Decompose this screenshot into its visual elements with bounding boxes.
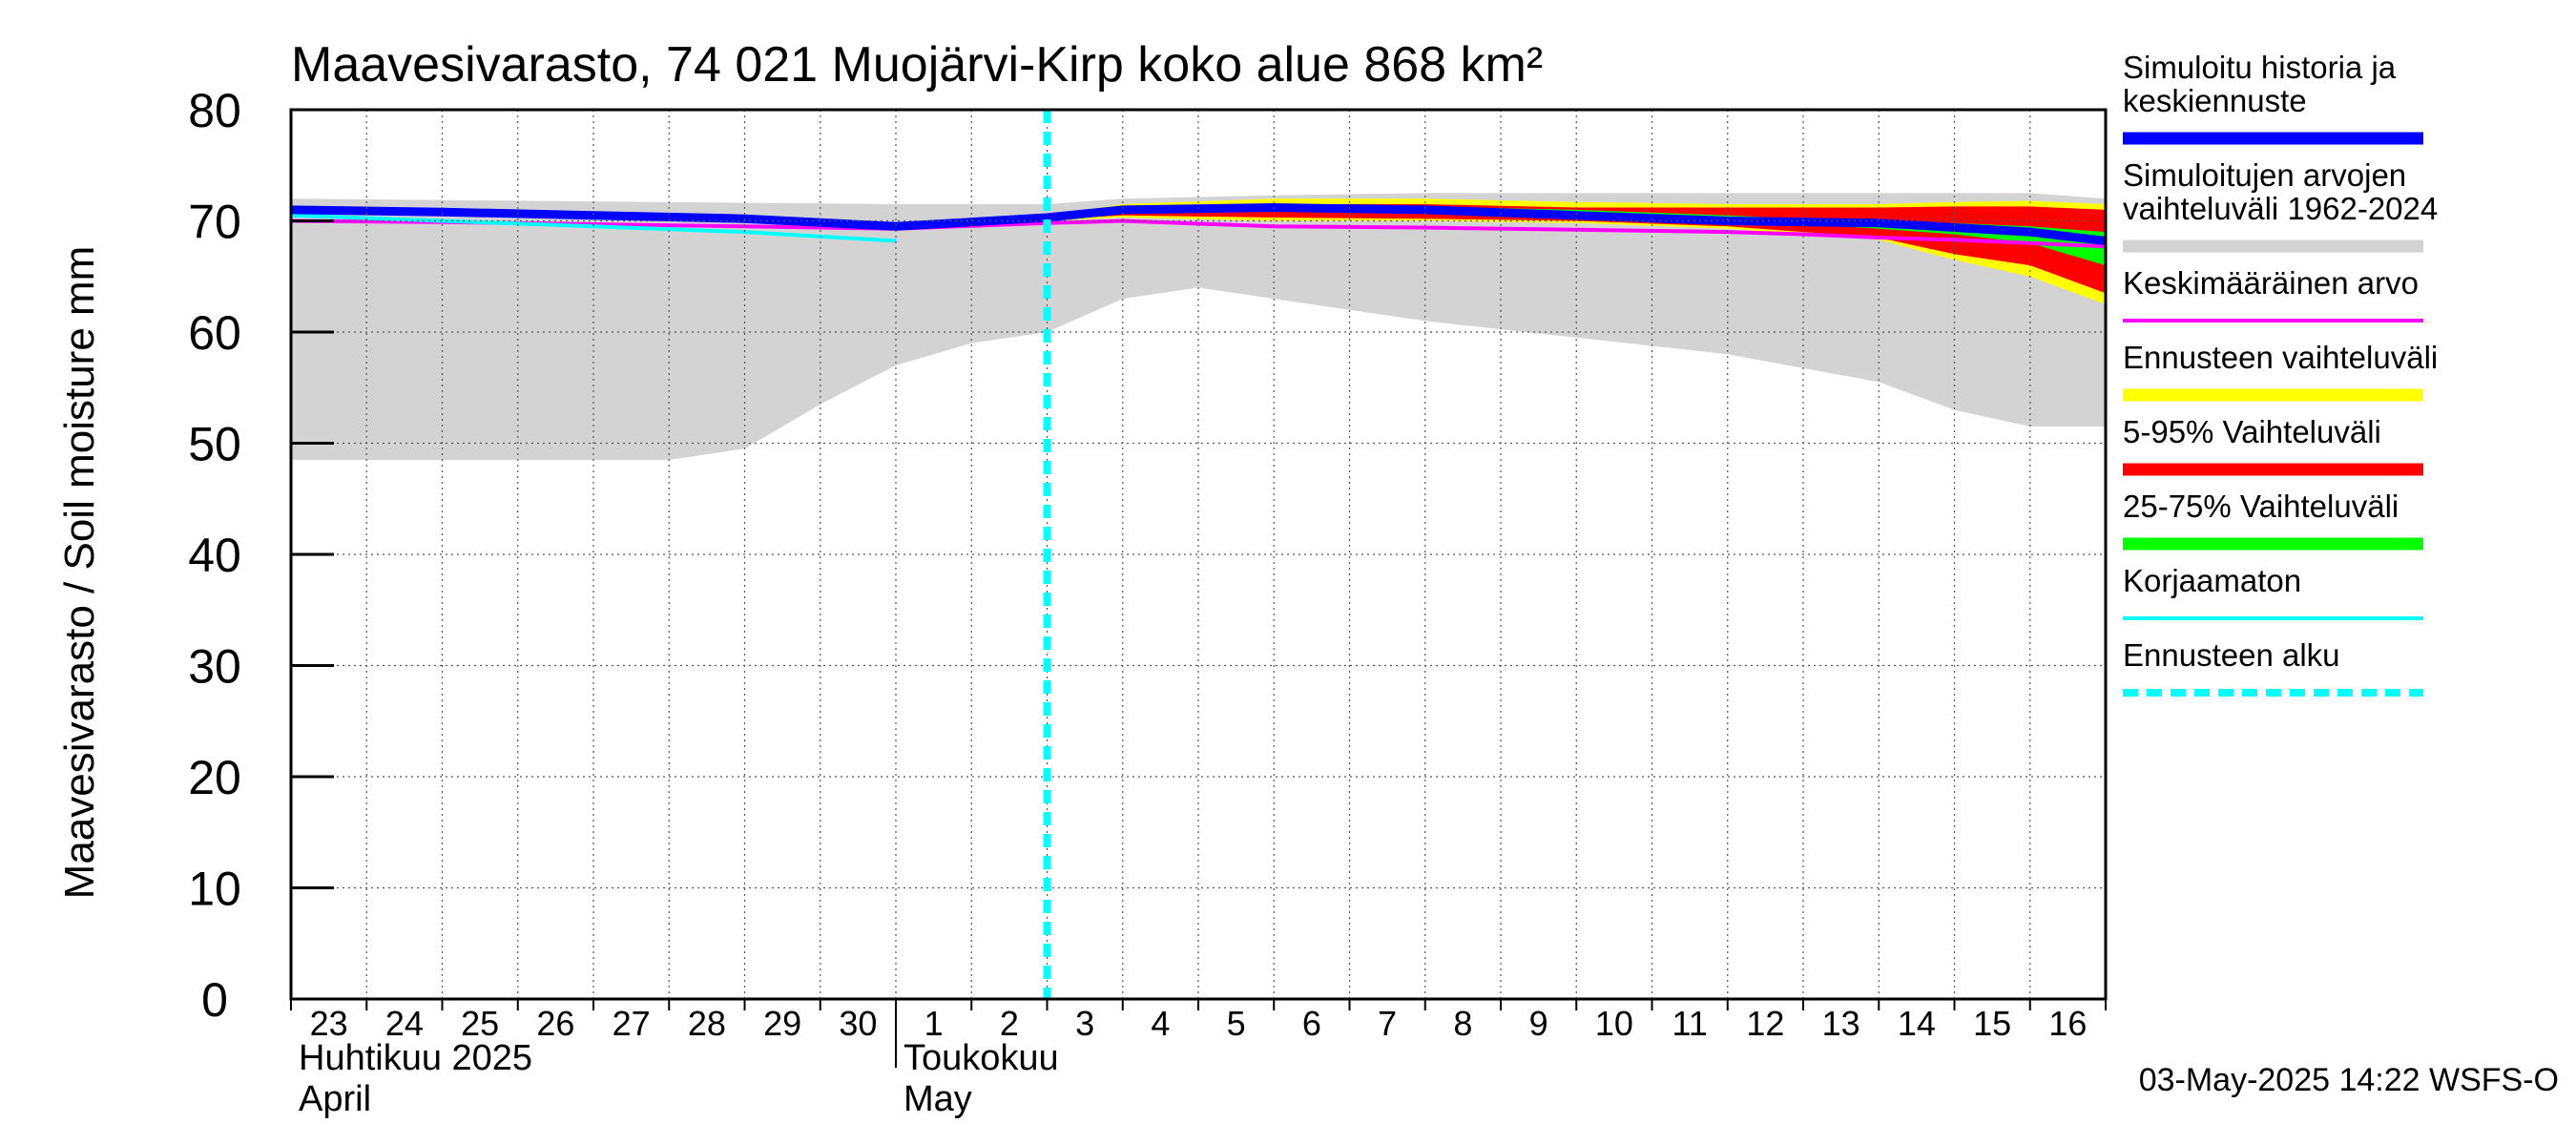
grid-layer — [291, 110, 2106, 999]
x-day-label: 11 — [1672, 1004, 1707, 1043]
legend-label-uncorrected: Korjaamaton — [2123, 563, 2301, 598]
y-tick-label: 70 — [188, 196, 241, 249]
legend-label-range: vaihteluväli 1962-2024 — [2123, 191, 2438, 226]
chart-title: Maavesivarasto, 74 021 Muojärvi-Kirp kok… — [291, 37, 1543, 93]
y-tick-label: 60 — [188, 306, 241, 360]
legend-label-p25_75: 25-75% Vaihteluväli — [2123, 489, 2399, 524]
x-day-label: 1 — [924, 1004, 944, 1043]
y-axis-label: Maavesivarasto / Soil moisture mm — [56, 246, 103, 900]
y-tick-label: 50 — [188, 418, 241, 471]
x-day-label: 15 — [1973, 1004, 2011, 1043]
x-day-label: 16 — [2048, 1004, 2087, 1043]
uncorrected-line — [290, 213, 897, 243]
x-day-label: 28 — [688, 1004, 726, 1043]
x-day-label: 26 — [536, 1004, 574, 1043]
y-tick-label: 80 — [188, 84, 241, 137]
x-day-label: 25 — [461, 1004, 499, 1043]
x-day-label: 9 — [1529, 1004, 1548, 1043]
x-day-label: 2 — [1000, 1004, 1019, 1043]
month-label-en: April — [299, 1079, 371, 1119]
x-day-label: 13 — [1822, 1004, 1860, 1043]
x-day-label: 5 — [1227, 1004, 1246, 1043]
y-tick-label: 20 — [188, 751, 241, 804]
legend-label-history: Simuloitu historia ja — [2123, 50, 2397, 85]
x-day-label: 14 — [1898, 1004, 1936, 1043]
y-tick-label: 10 — [188, 863, 241, 916]
x-day-label: 10 — [1595, 1004, 1633, 1043]
legend-label-mean: Keskimääräinen arvo — [2123, 265, 2419, 301]
legend-label-fc_range: Ennusteen vaihteluväli — [2123, 340, 2438, 375]
x-day-label: 29 — [763, 1004, 801, 1043]
timestamp: 03-May-2025 14:22 WSFS-O — [2139, 1062, 2559, 1098]
legend-label-p5_95: 5-95% Vaihteluväli — [2123, 414, 2381, 449]
month-label-fi: Toukokuu — [904, 1038, 1059, 1078]
x-day-label: 6 — [1302, 1004, 1321, 1043]
month-label-en: May — [904, 1079, 972, 1119]
x-day-label: 30 — [839, 1004, 877, 1043]
legend-label-history: keskiennuste — [2123, 83, 2307, 118]
month-label-fi: Huhtikuu 2025 — [299, 1038, 532, 1078]
x-day-label: 12 — [1746, 1004, 1784, 1043]
x-day-label: 7 — [1378, 1004, 1397, 1043]
x-day-label: 27 — [613, 1004, 651, 1043]
x-day-label: 3 — [1075, 1004, 1094, 1043]
y-tick-label: 30 — [188, 640, 241, 694]
legend-label-fc_start: Ennusteen alku — [2123, 637, 2340, 673]
y-tick-label: 40 — [188, 529, 241, 582]
x-day-label: 24 — [385, 1004, 424, 1043]
x-day-label: 4 — [1151, 1004, 1170, 1043]
x-day-label: 23 — [310, 1004, 348, 1043]
x-day-label: 8 — [1453, 1004, 1472, 1043]
y-tick-label: 0 — [201, 973, 228, 1027]
legend-label-range: Simuloitujen arvojen — [2123, 157, 2406, 193]
